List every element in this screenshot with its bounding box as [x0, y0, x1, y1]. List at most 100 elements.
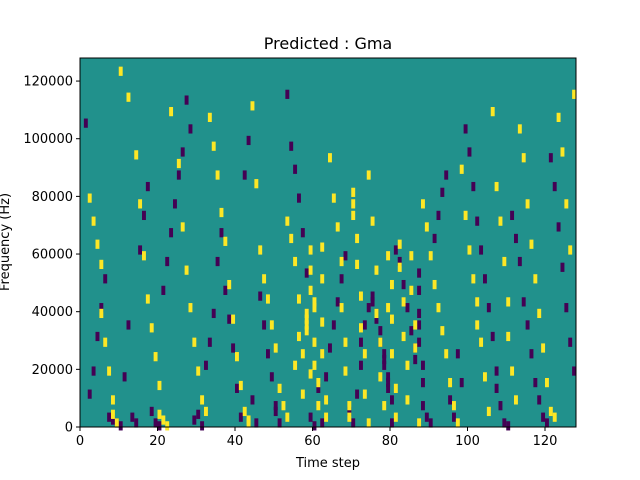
- heatmap-cell-high: [521, 153, 526, 163]
- heatmap-cell-high: [362, 389, 367, 399]
- heatmap-cell-low: [192, 415, 197, 425]
- heatmap-cell-high: [370, 216, 375, 226]
- heatmap-cell-low: [448, 395, 453, 405]
- heatmap-cell-high: [293, 360, 298, 370]
- heatmap-cell-high: [459, 164, 464, 174]
- heatmap-cell-low: [111, 415, 115, 425]
- heatmap-cell-low: [328, 343, 332, 353]
- heatmap-cell-low: [312, 421, 317, 431]
- heatmap-cell-high: [413, 343, 418, 353]
- heatmap-cell-high: [351, 199, 356, 209]
- heatmap-cell-high: [421, 199, 425, 209]
- heatmap-cell-low: [413, 354, 418, 365]
- heatmap-cell-low: [227, 314, 232, 324]
- heatmap-cell-high: [196, 366, 201, 376]
- y-axis-label: Frequency (Hz): [0, 193, 13, 291]
- heatmap-cell-high: [297, 294, 301, 304]
- heatmap-cell-high: [390, 314, 394, 324]
- heatmap-cell-high: [444, 349, 449, 359]
- heatmap-cell-high: [397, 262, 402, 272]
- heatmap-cell-low: [99, 303, 104, 313]
- heatmap-cell-high: [266, 294, 270, 304]
- heatmap-cell-low: [374, 314, 379, 324]
- heatmap-cell-low: [417, 285, 422, 295]
- heatmap-cell-high: [475, 320, 480, 330]
- x-tick-label: 80: [382, 434, 399, 449]
- heatmap-cell-high: [308, 265, 313, 275]
- heatmap-cell-high: [188, 303, 193, 313]
- heatmap-cell-high: [285, 216, 290, 226]
- heatmap-cell-high: [397, 239, 402, 249]
- heatmap-cell-low: [421, 360, 425, 370]
- heatmap-cell-high: [366, 418, 371, 428]
- heatmap-cell-high: [308, 245, 313, 255]
- heatmap-cell-high: [308, 285, 313, 295]
- heatmap-cell-low: [370, 291, 375, 301]
- x-tick-label: 0: [76, 434, 84, 449]
- heatmap-cell-high: [308, 369, 313, 379]
- heatmap-cell-low: [378, 326, 383, 336]
- heatmap-cell-low: [424, 412, 429, 422]
- heatmap-cell-high: [351, 210, 356, 221]
- heatmap-cell-high: [432, 279, 437, 290]
- heatmap-cell-high: [304, 314, 309, 324]
- heatmap-cell-high: [262, 274, 267, 284]
- heatmap-cell-high: [483, 372, 487, 382]
- heatmap-cell-high: [269, 320, 274, 330]
- heatmap-cell-high: [250, 101, 255, 111]
- heatmap-cell-high: [235, 352, 239, 362]
- x-tick-label: 120: [533, 434, 558, 449]
- heatmap-cell-high: [541, 343, 546, 353]
- heatmap-cell-high: [552, 412, 557, 422]
- heatmap-cell-low: [479, 245, 484, 255]
- heatmap-cell-high: [277, 383, 282, 393]
- heatmap-cell-high: [471, 274, 476, 284]
- heatmap-cell-high: [409, 285, 414, 295]
- heatmap-cell-low: [390, 395, 394, 405]
- heatmap-cell-high: [114, 418, 119, 428]
- heatmap-cell-high: [514, 395, 518, 405]
- heatmap-cell-high: [165, 421, 170, 431]
- heatmap-cell-low: [405, 303, 410, 313]
- x-tick-label: 60: [304, 434, 321, 449]
- heatmap-cell-low: [390, 418, 394, 428]
- heatmap-cell-high: [463, 210, 468, 221]
- heatmap-cell-low: [467, 147, 472, 157]
- heatmap-cell-low: [153, 418, 158, 428]
- heatmap-cell-high: [207, 112, 212, 122]
- heatmap-cell-high: [157, 380, 162, 391]
- heatmap-cell-low: [382, 354, 387, 365]
- heatmap-cell-low: [545, 418, 549, 428]
- heatmap-cell-low: [176, 170, 181, 180]
- heatmap-cell-low: [161, 285, 166, 295]
- heatmap-cell-high: [455, 418, 460, 428]
- y-tick-label: 40000: [32, 305, 73, 320]
- heatmap-cell-low: [293, 164, 298, 174]
- heatmap-cell-low: [483, 274, 487, 284]
- heatmap-cell-low: [560, 262, 565, 272]
- heatmap-cell-high: [560, 147, 565, 157]
- heatmap-cell-high: [297, 331, 301, 342]
- heatmap-cell-high: [351, 187, 356, 197]
- heatmap-cell-high: [293, 256, 298, 267]
- heatmap-cell-high: [242, 406, 247, 417]
- heatmap-cell-low: [521, 297, 526, 307]
- heatmap-cell-low: [417, 308, 422, 319]
- heatmap-cell-low: [142, 210, 146, 221]
- heatmap-cell-low: [506, 421, 511, 431]
- heatmap-cell-low: [266, 349, 270, 359]
- heatmap-cell-low: [517, 256, 522, 267]
- heatmap-cell-high: [494, 181, 499, 192]
- heatmap-cell-high: [316, 377, 321, 388]
- plot-frame: [79, 57, 577, 428]
- heatmap-cell-low: [91, 366, 96, 376]
- heatmap-cell-high: [359, 323, 363, 333]
- heatmap-cell-low: [169, 228, 174, 238]
- heatmap-cell-low: [347, 406, 352, 417]
- heatmap-cell-low: [246, 135, 251, 146]
- heatmap-cell-high: [467, 245, 472, 255]
- heatmap-cell-low: [320, 418, 325, 428]
- heatmap-cell-high: [138, 199, 143, 209]
- heatmap-cell-high: [378, 337, 383, 347]
